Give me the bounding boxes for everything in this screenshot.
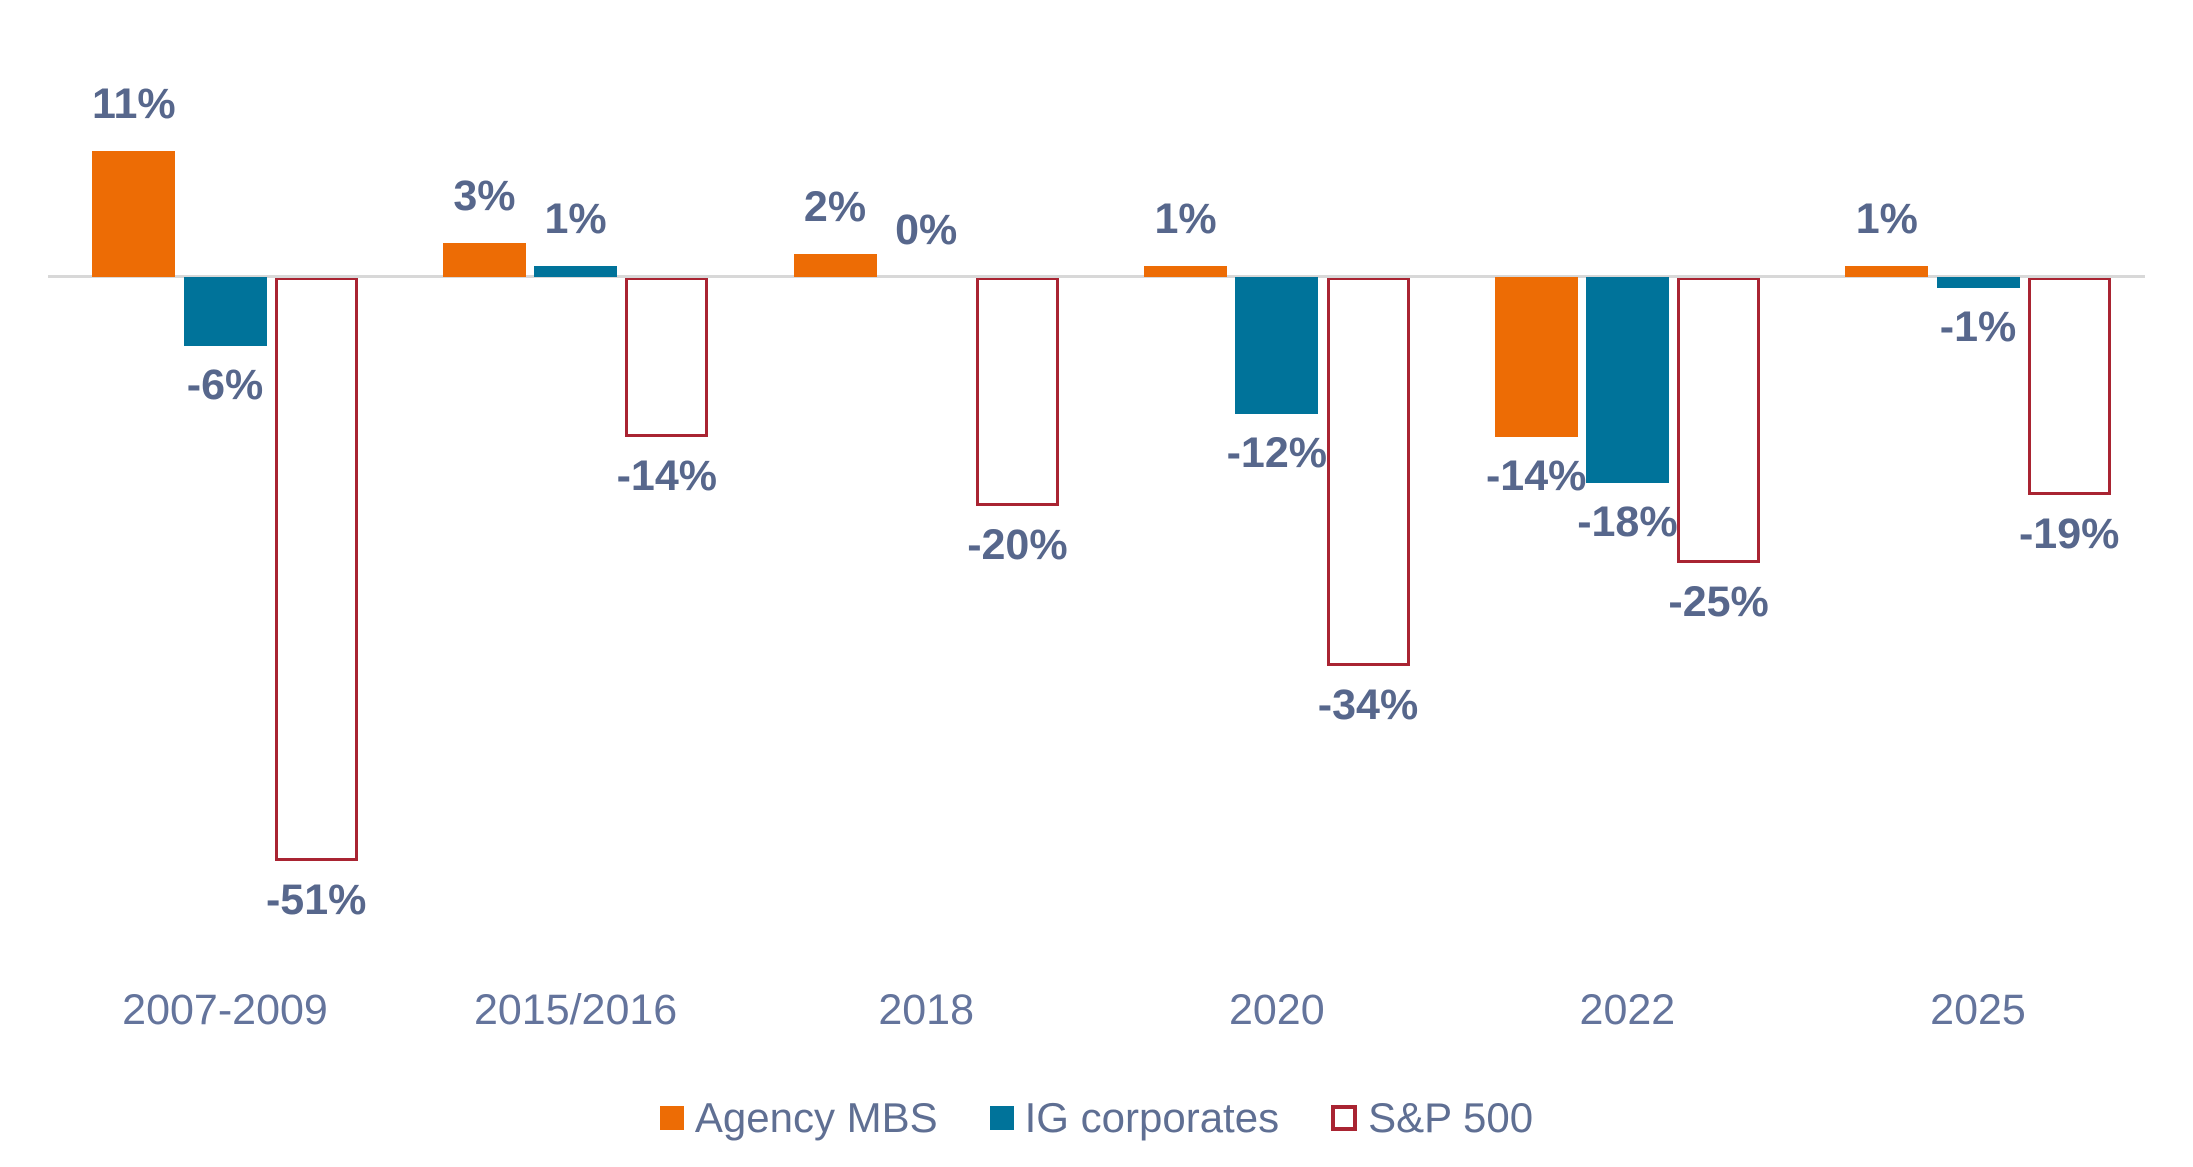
x-axis-label-2022: 2022 (1579, 986, 1676, 1034)
legend-swatch-sp-500 (1331, 1105, 1358, 1131)
value-label-agency-mbs-2025: 1% (1855, 195, 1918, 243)
x-axis-label-2007-2009: 2007-2009 (122, 986, 328, 1034)
bar-agency-mbs-2025 (1845, 266, 1929, 277)
bar-ig-corporates-2022 (1585, 277, 1669, 483)
value-label-s-p-500-2007-2009: -51% (265, 876, 367, 924)
value-label-agency-mbs-2018: 2% (803, 183, 867, 231)
bar-agency-mbs-2018 (793, 254, 877, 277)
plot-area: 2007-2009 11% -6% -51% 2015/2016 3% 1% -14% 2018… (48, 80, 2145, 1034)
x-axis-label-2015-2016: 2015/2016 (473, 986, 678, 1034)
bar-s-p-500-2007-2009 (274, 277, 358, 861)
legend-swatch-ig-corporates (989, 1106, 1014, 1130)
value-label-s-p-500-2015-2016: -14% (616, 452, 717, 500)
value-label-agency-mbs-2007-2009: 11% (91, 80, 176, 128)
legend-swatch-agency-mbs (659, 1106, 684, 1130)
legend-item-agency-mbs: Agency MBS (659, 1090, 938, 1146)
bar-agency-mbs-2022 (1494, 277, 1578, 437)
legend-label-sp-500: S&P 500 (1368, 1094, 1534, 1141)
legend-item-ig-corporates: IG corporates (989, 1090, 1280, 1146)
legend-item-sp-500: S&P 500 (1331, 1090, 1533, 1146)
x-axis-label-2020: 2020 (1228, 986, 1325, 1034)
bar-ig-corporates-2025 (1936, 277, 2020, 288)
value-label-agency-mbs-2020: 1% (1154, 195, 1217, 243)
bar-agency-mbs-2007-2009 (92, 151, 176, 277)
legend-label-ig-corporates: IG corporates (1024, 1094, 1280, 1141)
legend: Agency MBS IG corporates S&P 500 (0, 1090, 2193, 1146)
bar-s-p-500-2015-2016 (625, 277, 709, 437)
value-label-agency-mbs-2015-2016: 3% (453, 172, 516, 220)
x-axis-label-2018: 2018 (878, 986, 975, 1034)
x-axis-label-2025: 2025 (1930, 986, 2026, 1034)
value-label-s-p-500-2020: -34% (1317, 681, 1419, 729)
value-label-ig-corporates-2022: -18% (1577, 498, 1678, 546)
value-label-ig-corporates-2020: -12% (1226, 429, 1327, 477)
bar-ig-corporates-2015-2016 (534, 266, 618, 277)
bar-ig-corporates-2007-2009 (183, 277, 267, 346)
bar-s-p-500-2018 (975, 277, 1059, 506)
x-axis-baseline (48, 275, 2145, 278)
bar-s-p-500-2025 (2027, 277, 2111, 495)
value-label-ig-corporates-2007-2009: -6% (186, 361, 264, 409)
bar-s-p-500-2020 (1326, 277, 1410, 666)
value-label-s-p-500-2018: -20% (967, 521, 1068, 569)
value-label-ig-corporates-2025: -1% (1939, 303, 2017, 351)
bar-ig-corporates-2020 (1235, 277, 1319, 414)
value-label-ig-corporates-2018: 0% (895, 206, 958, 254)
value-label-agency-mbs-2022: -14% (1485, 452, 1587, 500)
bar-agency-mbs-2015-2016 (442, 243, 526, 277)
value-label-s-p-500-2025: -19% (2018, 510, 2120, 558)
bar-agency-mbs-2020 (1144, 266, 1228, 277)
value-label-ig-corporates-2015-2016: 1% (544, 195, 607, 243)
bar-s-p-500-2022 (1677, 277, 1761, 563)
value-label-s-p-500-2022: -25% (1668, 578, 1769, 626)
legend-label-agency-mbs: Agency MBS (694, 1094, 938, 1141)
